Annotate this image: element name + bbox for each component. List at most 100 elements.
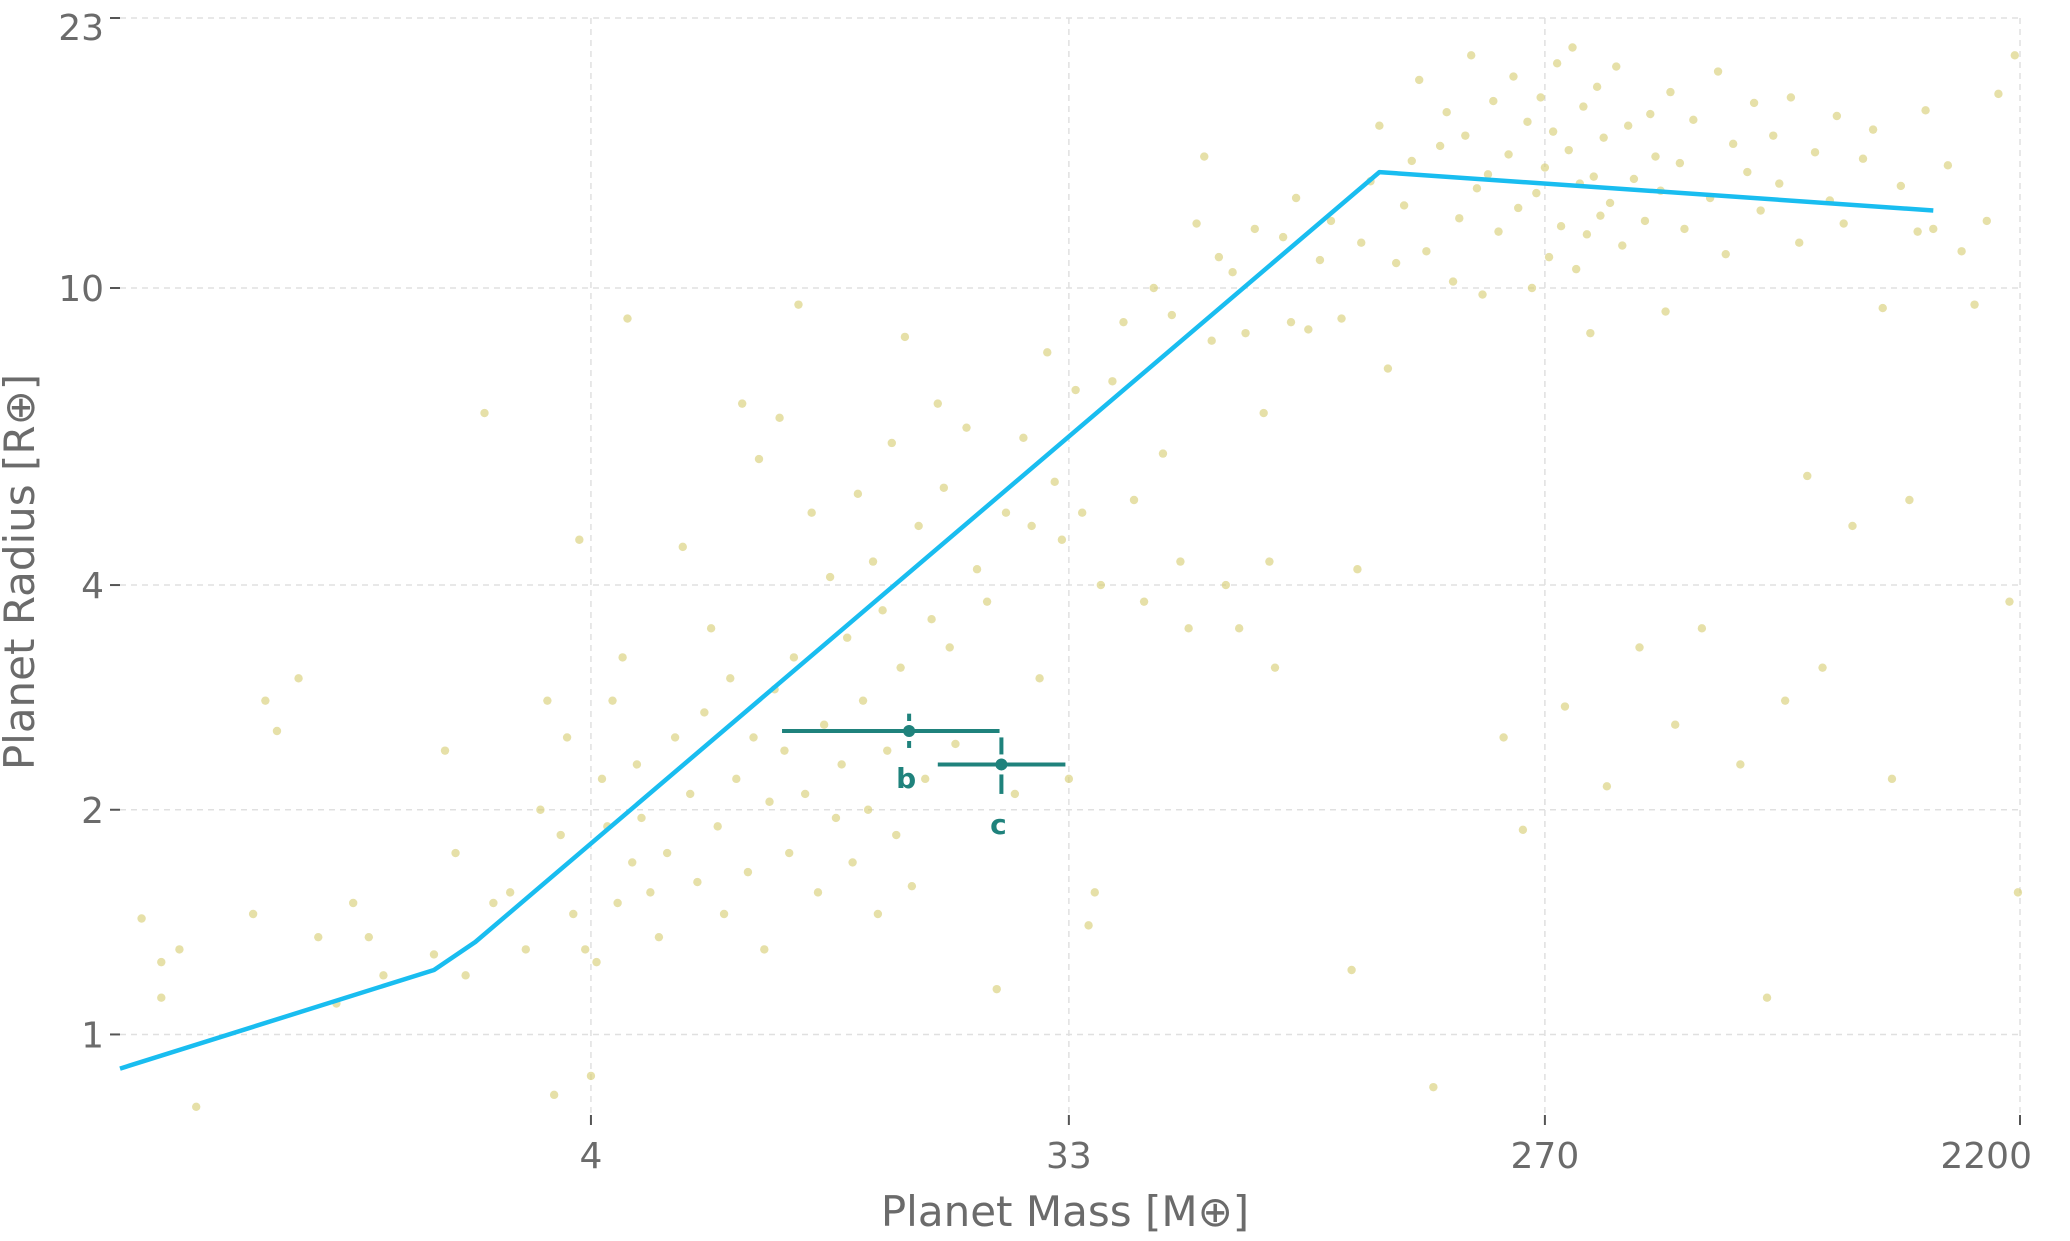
data-point — [1064, 774, 1074, 784]
data-point — [1096, 580, 1106, 590]
data-point — [1586, 328, 1595, 338]
data-point — [1839, 219, 1848, 228]
data-point — [1489, 96, 1498, 106]
data-point — [654, 932, 664, 942]
data-point — [1422, 247, 1431, 256]
data-point — [1635, 643, 1644, 652]
data-point — [1278, 232, 1288, 242]
data-point — [1762, 993, 1772, 1002]
data-point — [613, 898, 622, 908]
data-point — [1756, 206, 1765, 215]
data-point — [789, 653, 799, 662]
data-point — [1139, 597, 1149, 606]
data-point — [883, 746, 892, 755]
data-point — [670, 733, 680, 742]
data-point — [1337, 314, 1346, 323]
y-tick-label: 23 — [58, 8, 104, 49]
data-point — [543, 696, 552, 705]
data-point — [1618, 241, 1627, 250]
data-point — [1544, 252, 1554, 262]
data-point — [1158, 449, 1168, 458]
data-point — [1540, 163, 1550, 172]
data-point — [825, 572, 835, 582]
data-point — [1167, 310, 1177, 320]
data-point — [536, 805, 545, 814]
data-point — [1743, 167, 1752, 177]
data-point — [1929, 224, 1938, 234]
data-point — [693, 877, 702, 887]
data-point — [837, 760, 846, 769]
data-point — [597, 774, 607, 784]
data-point — [429, 950, 439, 959]
data-point — [813, 888, 823, 897]
data-point — [1001, 508, 1011, 517]
data-point — [1957, 247, 1966, 256]
data-point — [1571, 264, 1581, 274]
planet-marker — [903, 724, 916, 737]
data-point — [700, 708, 709, 717]
data-point — [1548, 127, 1558, 136]
data-point — [1514, 203, 1523, 213]
data-point — [878, 606, 887, 615]
mass-radius-relation — [119, 169, 1934, 1071]
data-point — [1391, 258, 1401, 268]
data-point — [1680, 224, 1689, 234]
data-point — [1523, 117, 1532, 126]
data-point — [618, 653, 627, 662]
data-point — [900, 332, 910, 342]
data-point — [719, 909, 729, 919]
data-point — [743, 867, 753, 877]
background-planet-points — [137, 43, 2023, 1111]
data-point — [1536, 93, 1545, 102]
data-point — [1176, 557, 1185, 566]
data-point — [1564, 145, 1573, 155]
data-point — [1629, 174, 1639, 184]
data-point — [1304, 325, 1313, 334]
data-point — [1019, 433, 1028, 442]
planet-marker — [995, 758, 1008, 771]
data-point — [662, 848, 672, 858]
y-axis-label: Planet Radius [R⊕] — [0, 374, 44, 770]
data-point — [575, 535, 584, 544]
data-point — [1651, 152, 1660, 161]
data-point — [1721, 249, 1730, 259]
data-point — [1027, 521, 1036, 531]
data-point — [1250, 224, 1259, 234]
data-point — [873, 909, 883, 919]
data-point — [1221, 580, 1231, 590]
data-point — [1666, 87, 1675, 97]
data-point — [1108, 377, 1117, 386]
data-point — [945, 643, 954, 652]
data-point — [272, 726, 282, 736]
data-point — [451, 848, 460, 858]
axes: 4 33 270 2200 1 2 4 10 23 — [58, 8, 2032, 1177]
data-point — [637, 813, 646, 823]
data-point — [1184, 624, 1193, 633]
data-point — [581, 945, 590, 954]
y-tick-label: 10 — [58, 269, 104, 310]
data-point — [853, 489, 863, 499]
data-point — [726, 674, 735, 683]
data-point — [863, 805, 873, 814]
data-point — [1589, 172, 1598, 181]
data-point — [480, 408, 489, 418]
data-point — [1129, 495, 1139, 505]
data-point — [628, 858, 637, 867]
data-point — [1878, 303, 1887, 313]
data-point — [972, 565, 982, 574]
data-point — [1671, 720, 1680, 729]
data-point — [1399, 201, 1409, 210]
data-point — [1119, 317, 1128, 327]
data-point — [1050, 477, 1059, 487]
planet-b: b — [782, 713, 1000, 795]
data-point — [1407, 156, 1416, 166]
y-tick-label: 2 — [81, 791, 104, 832]
data-point — [592, 957, 601, 967]
data-point — [2010, 51, 2019, 60]
data-point — [1697, 624, 1707, 633]
data-point — [586, 1071, 596, 1081]
data-point — [1241, 328, 1250, 338]
data-point — [1035, 674, 1044, 683]
data-point — [921, 774, 930, 784]
data-point — [1192, 219, 1201, 228]
